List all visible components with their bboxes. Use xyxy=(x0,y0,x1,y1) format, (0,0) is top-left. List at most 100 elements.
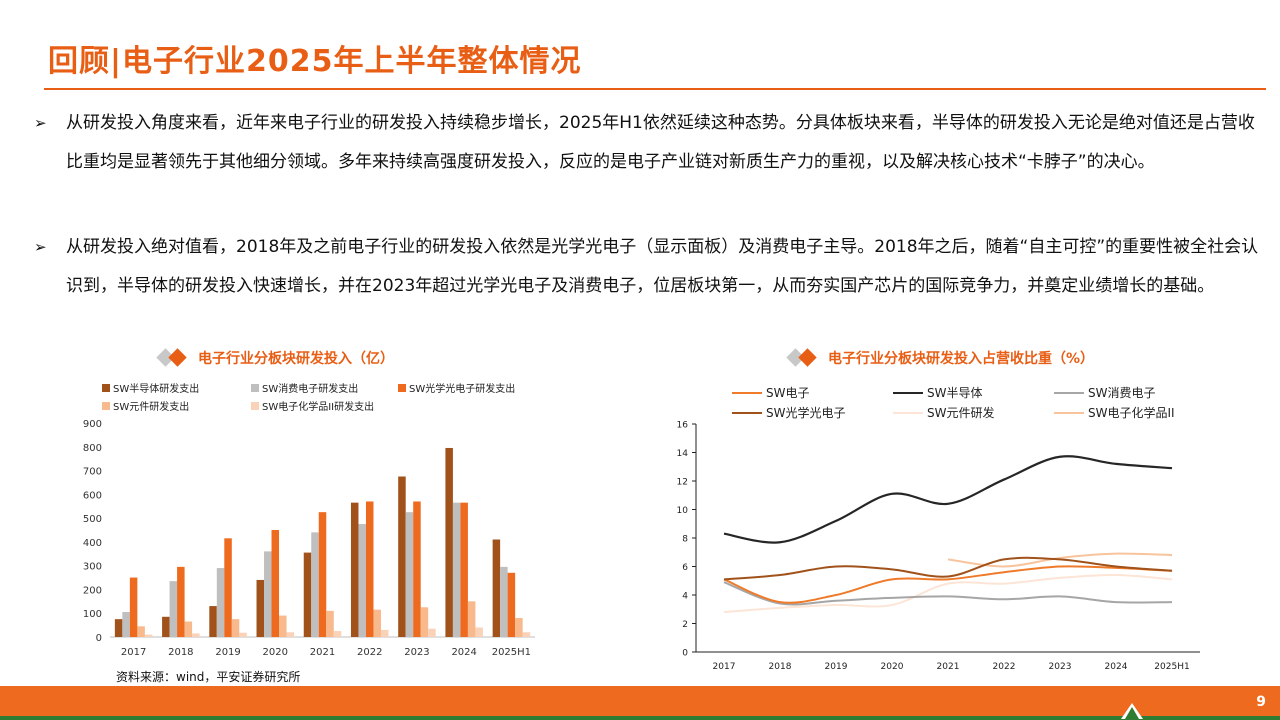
x-tick-label: 2022 xyxy=(357,647,382,658)
legend-label: SW半导体 xyxy=(927,386,983,400)
x-tick-label: 2018 xyxy=(769,662,792,672)
series-line xyxy=(723,565,1173,604)
bullet-paragraph-2: ➢ 从研发投入绝对值看，2018年及之前电子行业的研发投入依然是光学光电子（显示… xyxy=(34,228,1264,306)
x-tick-label: 2018 xyxy=(168,647,193,658)
legend-item: SW光学光电子 xyxy=(732,404,845,421)
bar xyxy=(365,501,374,637)
x-tick-label: 2025H1 xyxy=(492,647,531,658)
series-line xyxy=(723,455,1173,544)
bar xyxy=(350,502,359,637)
legend-line xyxy=(732,411,762,414)
legend-label: SW光学光电子 xyxy=(766,406,846,420)
legend-item: SW电子化学品II xyxy=(1054,404,1175,421)
bullet-text: 从研发投入角度来看，近年来电子行业的研发投入持续稳步增长，2025年H1依然延续… xyxy=(66,113,1255,172)
bar xyxy=(358,524,366,637)
y-tick-label: 300 xyxy=(83,562,102,573)
bar xyxy=(216,568,225,637)
y-tick-label: 0 xyxy=(96,633,102,644)
legend-item: SW电子化学品II研发支出 xyxy=(251,398,374,413)
y-tick-label: 500 xyxy=(83,514,102,525)
series-line xyxy=(723,574,1173,614)
legend-line xyxy=(1054,391,1084,394)
legend-label: SW消费电子 xyxy=(1088,386,1156,400)
bar xyxy=(452,502,461,637)
x-tick-label: 2020 xyxy=(263,647,288,658)
line-chart-title: 电子行业分板块研发投入占营收比重（%） xyxy=(786,348,1094,368)
legend-swatch xyxy=(398,383,406,392)
bar xyxy=(192,633,200,637)
bar xyxy=(144,634,153,637)
y-tick-label: 2 xyxy=(682,620,688,630)
legend-item: SW消费电子研发支出 xyxy=(251,380,358,395)
legend-swatch xyxy=(251,383,259,392)
series-line xyxy=(723,556,1173,581)
bar xyxy=(492,539,501,637)
legend-swatch xyxy=(251,401,259,410)
legend-label: SW电子化学品II xyxy=(1088,406,1175,420)
bar xyxy=(264,551,272,637)
x-tick-label: 2019 xyxy=(215,647,240,658)
legend-item: SW光学光电子研发支出 xyxy=(398,380,515,395)
legend-item: SW半导体 xyxy=(893,384,982,401)
y-tick-label: 6 xyxy=(682,563,688,573)
page-number: 9 xyxy=(1256,694,1266,710)
legend-line xyxy=(1054,411,1084,414)
bullet-arrow-icon: ➢ xyxy=(34,238,47,256)
y-tick-label: 12 xyxy=(677,478,688,488)
bar xyxy=(311,532,319,637)
bar xyxy=(445,447,453,637)
bar xyxy=(209,606,217,637)
x-tick-label: 2017 xyxy=(713,662,736,672)
bar xyxy=(380,629,389,637)
bar xyxy=(500,566,508,637)
bar xyxy=(460,502,468,637)
bar xyxy=(271,530,280,637)
line-chart: 0 2 4 6 8 10 12 14 16 2017 2018 2019 2020 2021 2022 202… xyxy=(677,421,1200,672)
x-tick-label: 2025H1 xyxy=(1154,662,1189,672)
bar xyxy=(428,628,436,637)
bar xyxy=(129,577,138,637)
legend-item: SW元件研发支出 xyxy=(102,398,189,413)
x-tick-label: 2023 xyxy=(1049,662,1072,672)
footer-bar xyxy=(0,686,1280,720)
legend-line xyxy=(893,411,923,414)
x-tick-label: 2023 xyxy=(404,647,429,658)
bar xyxy=(122,612,130,637)
legend-swatch xyxy=(102,401,110,410)
bar xyxy=(413,501,421,637)
bar xyxy=(507,572,516,637)
y-tick-label: 8 xyxy=(682,535,688,545)
bar xyxy=(279,615,287,637)
bar xyxy=(114,619,123,637)
title-divider xyxy=(44,88,1266,90)
line-chart-title-text: 电子行业分板块研发投入占营收比重（%） xyxy=(828,351,1095,367)
bullet-paragraph-1: ➢ 从研发投入角度来看，近年来电子行业的研发投入持续稳步增长，2025年H1依然… xyxy=(34,104,1264,182)
bar xyxy=(333,631,342,637)
bar xyxy=(239,632,247,637)
legend-label: SW光学光电子研发支出 xyxy=(409,384,516,395)
bar xyxy=(318,512,327,637)
bar xyxy=(515,617,523,637)
bar xyxy=(398,476,406,637)
legend-item: SW电子 xyxy=(732,384,809,401)
bar xyxy=(420,607,429,637)
legend-label: SW消费电子研发支出 xyxy=(262,384,359,395)
y-tick-label: 100 xyxy=(83,609,102,620)
legend-line xyxy=(893,391,923,394)
x-tick-label: 2021 xyxy=(310,647,335,658)
bar xyxy=(256,579,265,637)
y-tick-label: 10 xyxy=(677,506,689,516)
bar xyxy=(303,552,312,637)
y-tick-label: 400 xyxy=(83,538,102,549)
y-tick-label: 0 xyxy=(682,649,688,659)
bullet-arrow-icon: ➢ xyxy=(34,114,47,132)
bar xyxy=(475,627,483,637)
x-tick-label: 2022 xyxy=(993,662,1016,672)
x-tick-label: 2024 xyxy=(1105,662,1128,672)
legend-item: SW元件研发 xyxy=(893,404,994,421)
x-tick-label: 2019 xyxy=(825,662,848,672)
footer-stripe xyxy=(0,716,1280,720)
bar xyxy=(162,616,170,637)
bar-chart-title-text: 电子行业分板块研发投入（亿） xyxy=(198,351,394,367)
bar-chart: 0 100 200 300 400 500 600 700 800 900 2017 2018 2019… xyxy=(83,419,535,658)
